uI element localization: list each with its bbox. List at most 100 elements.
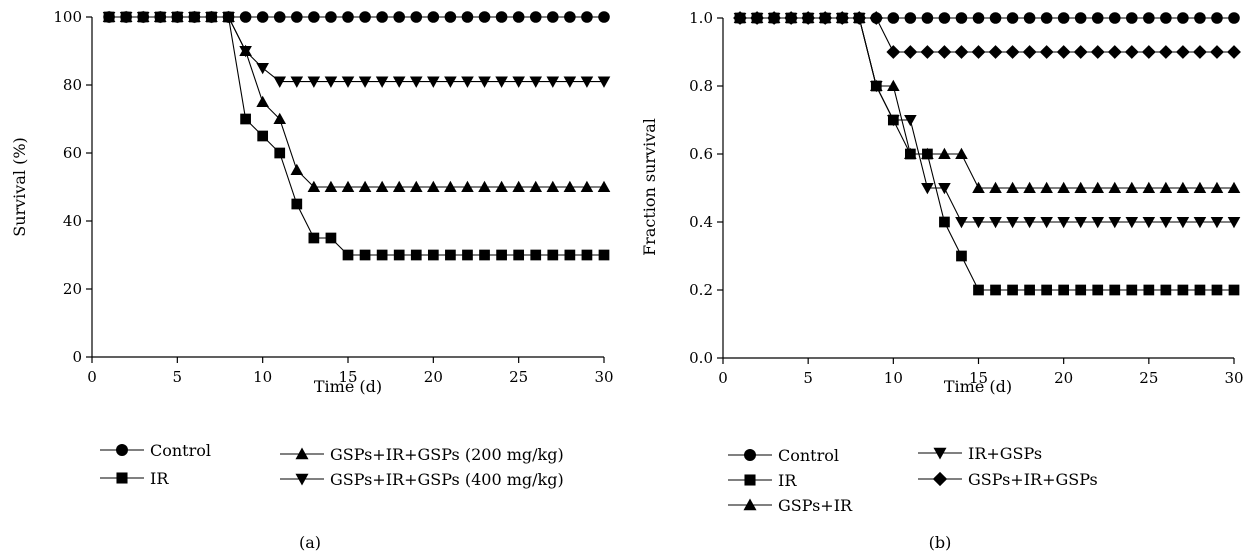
panel-a-legend-label: Control	[150, 441, 211, 460]
panel-b-data-point	[921, 182, 934, 195]
panel-b-data-point	[1039, 45, 1054, 59]
panel-b-y-tick-label: 0.8	[689, 77, 713, 95]
panel-b-legend-marker	[744, 449, 756, 461]
panel-a-data-point	[444, 180, 457, 193]
panel-a-series	[102, 10, 611, 261]
panel-b-data-point	[1194, 12, 1206, 24]
panel-a-data-point	[308, 11, 320, 23]
panel-a-y-tick-label: 0	[72, 348, 82, 366]
panel-a-legend-item-ir: IR	[100, 469, 169, 488]
panel-b-data-point	[1177, 12, 1189, 24]
panel-b-y-tick-label: 1.0	[689, 9, 713, 27]
panel-a-data-point	[546, 180, 560, 193]
panel-a-legend-marker	[116, 444, 128, 456]
panel-b-x-tick-label: 30	[1224, 369, 1243, 387]
panel-b-data-point	[1124, 45, 1139, 59]
panel-b-data-point	[1228, 284, 1240, 296]
panel-b-data-point	[956, 250, 967, 262]
panel-b-data-point	[1108, 12, 1121, 24]
panel-a-data-point	[102, 11, 116, 24]
panel-b-data-point	[801, 11, 816, 25]
panel-b-data-point	[954, 45, 969, 59]
panel-a-legend: Control IR GSPs+IR+GSPs (200 mg/kg) GSPs+IR…	[100, 441, 564, 489]
panel-a-data-point	[392, 180, 406, 193]
panel-a-data-point	[495, 76, 508, 88]
panel-b-legend: Control IR GSPs+IR IR+GSPs GSPs+IR+GSPs	[728, 444, 1098, 515]
panel-b-data-point	[1006, 12, 1019, 24]
panel-b-data-point	[870, 80, 883, 93]
panel-a-data-point	[324, 180, 338, 193]
panel-b-x-tick-label: 0	[718, 369, 728, 387]
panel-b-data-point	[938, 182, 951, 195]
panel-b-data-point	[750, 11, 764, 25]
panel-b-data-point	[1211, 12, 1223, 24]
panel-b-data-point	[1126, 12, 1138, 24]
panel-b-data-point	[1040, 216, 1053, 229]
panel-b-series-line-gsps-ir-gsps	[740, 17, 1234, 53]
panel-b-data-point	[971, 45, 986, 59]
panel-a-data-point	[375, 180, 389, 193]
panel-a-legend-label: GSPs+IR+GSPs (200 mg/kg)	[330, 445, 564, 464]
panel-b-data-point	[1193, 45, 1207, 59]
panel-a-data-point	[427, 11, 440, 23]
panel-b-data-point	[990, 284, 1001, 296]
panel-a-y-tick-label: 80	[63, 76, 82, 94]
panel-b-data-point	[1227, 216, 1241, 229]
panel-b-data-point	[904, 12, 917, 24]
panel-b-x-label: Time (d)	[944, 377, 1012, 396]
panel-b-series-gsps-ir-gsps	[733, 11, 1241, 59]
panel-a-x-label: Time (d)	[314, 377, 382, 396]
panel-a-data-point	[580, 180, 594, 193]
panel-b-data-point	[1228, 12, 1240, 24]
panel-a-x-tick-label: 15	[338, 368, 357, 386]
panel-b-legend-item-gsps-ir-gsps: GSPs+IR+GSPs	[918, 470, 1098, 489]
panel-a-data-point	[580, 76, 594, 88]
panel-b-data-point	[1159, 216, 1173, 229]
panel-b-data-point	[1057, 12, 1070, 24]
panel-a-data-point	[546, 76, 560, 88]
panel-a-data-point	[375, 76, 389, 88]
panel-a-data-point	[479, 249, 490, 261]
panel-b-data-point	[1057, 216, 1070, 229]
panel-a-data-point	[256, 62, 269, 75]
panel-a-data-point	[496, 249, 507, 261]
panel-b-data-point	[937, 45, 952, 59]
panel-a-chart: 0 5 10 15 20 25 30 0 20 40 60 80 100 Time (d) Surviv…	[10, 8, 614, 552]
panel-a-legend-item-control: Control	[100, 441, 211, 460]
panel-b-data-point	[1125, 181, 1139, 194]
panel-b-data-point	[1024, 284, 1035, 296]
panel-a-data-point	[581, 11, 593, 23]
panel-b-data-point	[1056, 45, 1071, 59]
panel-b-data-point	[1210, 181, 1224, 194]
panel-b-data-point	[1108, 181, 1122, 194]
panel-a-data-point	[393, 249, 405, 261]
panel-a-data-point	[598, 249, 610, 261]
panel-a-x-tick-label: 10	[253, 368, 272, 386]
panel-a-data-point	[341, 180, 355, 193]
panel-b-data-point	[1126, 284, 1138, 296]
panel-b-y-tick-label: 0.6	[689, 145, 713, 163]
panel-a-data-point	[563, 180, 577, 193]
panel-a-data-point	[461, 180, 474, 193]
panel-a-ticks: 0 5 10 15 20 25 30 0 20 40 60 80 100	[53, 8, 613, 386]
panel-b-data-point	[1143, 284, 1155, 296]
panel-a-data-point	[478, 11, 491, 23]
panel-a-series-line-gsps-ir-gsps-400-mg-kg	[109, 16, 604, 83]
panel-b-y-tick-label: 0.4	[689, 213, 713, 231]
panel-a-data-point	[376, 11, 388, 23]
panel-b-data-point	[1023, 181, 1036, 194]
panel-a-y-tick-label: 20	[63, 280, 82, 298]
panel-a-data-point	[529, 76, 543, 88]
panel-b-data-point	[973, 284, 984, 296]
panel-a-data-point	[324, 76, 338, 88]
panel-b-data-point	[1159, 181, 1173, 194]
panel-a-data-point	[445, 249, 456, 261]
panel-a-y-tick-label: 100	[53, 8, 82, 26]
panel-b-data-point	[904, 114, 917, 127]
panel-b-data-point	[1006, 216, 1019, 229]
panel-a-series-line-gsps-ir-gsps-200-mg-kg	[109, 16, 604, 188]
panel-a-x-tick-label: 5	[173, 368, 183, 386]
panel-a-data-point	[530, 249, 542, 261]
panel-b-series-gsps-ir	[733, 11, 1241, 194]
panel-b-data-point	[1041, 284, 1052, 296]
